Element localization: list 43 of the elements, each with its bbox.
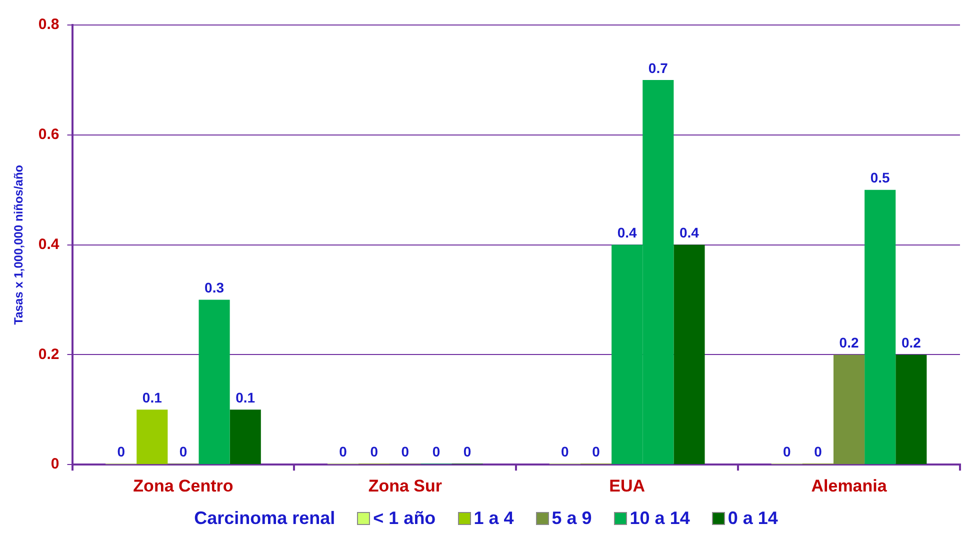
data-label: 0 (339, 443, 348, 460)
data-label: 0.5 (870, 170, 890, 186)
data-label: 0.2 (901, 334, 922, 351)
data-label: 0.4 (680, 224, 700, 241)
legend-label: < 1 año (373, 508, 436, 528)
data-label: 0.7 (648, 60, 668, 76)
bar (833, 354, 865, 464)
y-tick-label: 0.6 (38, 126, 60, 144)
bar (896, 354, 927, 464)
data-label: 0 (463, 443, 472, 460)
x-tick-label: EUA (609, 476, 646, 496)
x-tick-label: Zona Centro (133, 476, 234, 496)
data-label: 0.4 (617, 224, 638, 241)
legend-label: 0 a 14 (728, 508, 778, 528)
legend-label: 10 a 14 (630, 508, 690, 528)
data-label: 0.1 (142, 390, 162, 406)
data-label: 0 (179, 443, 188, 460)
data-label: 0 (117, 443, 126, 460)
data-label: 0 (782, 443, 791, 460)
bar (136, 410, 168, 464)
y-tick-label: 0 (50, 456, 60, 473)
data-label: 0.2 (839, 334, 859, 351)
x-tick-label: Alemania (811, 476, 888, 496)
legend-label: 1 a 4 (474, 508, 514, 528)
x-tick-label: Zona Sur (368, 476, 442, 496)
legend-title: Carcinoma renal (194, 508, 336, 528)
y-tick-label: 0.2 (38, 346, 60, 363)
bar (198, 300, 230, 464)
bar (674, 244, 705, 464)
y-tick-label: 0.8 (38, 16, 60, 34)
data-label: 0.1 (236, 390, 256, 406)
y-axis-title: Tasas x 1,000,000 niños/año (12, 164, 26, 325)
data-label: 0.3 (204, 280, 224, 296)
data-label: 0 (814, 443, 822, 460)
data-label: 0 (592, 443, 600, 460)
data-label: 0 (432, 443, 440, 460)
data-label: 0 (561, 443, 570, 460)
data-label: 0 (401, 443, 410, 460)
legend-label: 5 a 9 (552, 508, 592, 528)
bar (864, 190, 896, 464)
y-tick-label: 0.4 (38, 236, 60, 253)
bar (230, 410, 261, 464)
data-label: 0 (370, 443, 378, 460)
